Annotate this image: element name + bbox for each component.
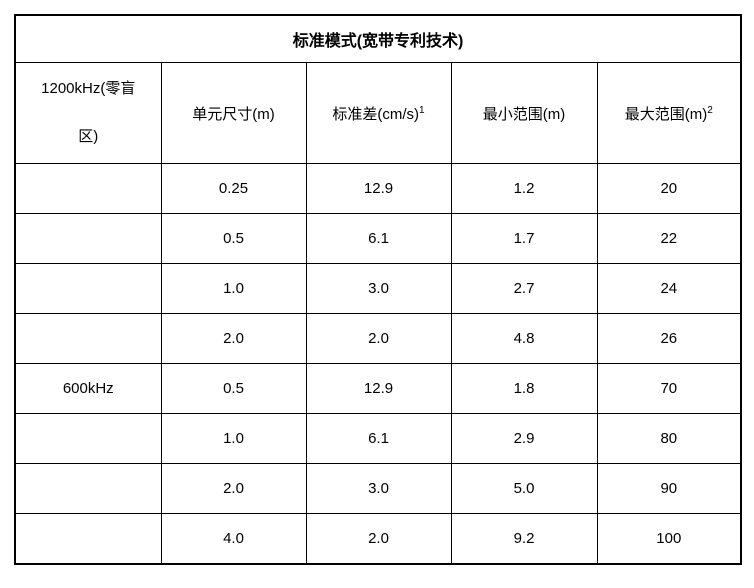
cell-size-value: 0.25 bbox=[160, 163, 307, 214]
max-range-value: 22 bbox=[596, 213, 742, 264]
min-range-value: 1.2 bbox=[450, 163, 598, 214]
cell-size-value: 1.0 bbox=[160, 413, 307, 464]
column-header-text: 标准差(cm/s) bbox=[332, 105, 420, 123]
row-label-cell bbox=[14, 513, 162, 565]
min-range-value: 9.2 bbox=[450, 513, 598, 565]
column-header-superscript: 1 bbox=[419, 104, 425, 116]
max-range-value: 90 bbox=[596, 463, 742, 514]
row-label-cell bbox=[14, 413, 162, 464]
min-range-value: 4.8 bbox=[450, 313, 598, 364]
row-label-cell bbox=[14, 163, 162, 214]
max-range-value: 26 bbox=[596, 313, 742, 364]
table-row: 2.0 3.0 5.0 90 bbox=[14, 463, 742, 514]
table-row: 600kHz 0.5 12.9 1.8 70 bbox=[14, 363, 742, 414]
min-range-value: 5.0 bbox=[450, 463, 598, 514]
cell-size-value: 2.0 bbox=[160, 313, 307, 364]
row-label-cell: 600kHz bbox=[14, 363, 162, 414]
cell-size-value: 2.0 bbox=[160, 463, 307, 514]
header-frequency-label-cell: 1200kHz(零盲 区) bbox=[14, 62, 162, 164]
std-dev-value: 3.0 bbox=[305, 463, 452, 514]
table-row: 0.25 12.9 1.2 20 bbox=[14, 163, 742, 214]
column-header-text: 最大范围(m) bbox=[624, 105, 708, 123]
std-dev-value: 6.1 bbox=[305, 213, 452, 264]
table-row: 0.5 6.1 1.7 22 bbox=[14, 213, 742, 264]
row-label-cell bbox=[14, 463, 162, 514]
std-dev-value: 12.9 bbox=[305, 363, 452, 414]
min-range-value: 1.8 bbox=[450, 363, 598, 414]
std-dev-value: 2.0 bbox=[305, 513, 452, 565]
cell-size-value: 0.5 bbox=[160, 213, 307, 264]
std-dev-value: 3.0 bbox=[305, 263, 452, 314]
column-header-std-dev: 标准差(cm/s)1 bbox=[305, 62, 452, 164]
max-range-value: 20 bbox=[596, 163, 742, 214]
row-label-cell bbox=[14, 313, 162, 364]
column-header-max-range: 最大范围(m)2 bbox=[596, 62, 742, 164]
table-row: 2.0 2.0 4.8 26 bbox=[14, 313, 742, 364]
column-header-min-range: 最小范围(m) bbox=[450, 62, 598, 164]
std-dev-value: 2.0 bbox=[305, 313, 452, 364]
min-range-value: 2.9 bbox=[450, 413, 598, 464]
spec-table: 标准模式(宽带专利技术) 1200kHz(零盲 区) 单元尺寸(m) 标准差(c… bbox=[14, 14, 743, 565]
column-header-cell-size: 单元尺寸(m) bbox=[160, 62, 307, 164]
table-row: 1.0 3.0 2.7 24 bbox=[14, 263, 742, 314]
table-row: 1.0 6.1 2.9 80 bbox=[14, 413, 742, 464]
std-dev-value: 6.1 bbox=[305, 413, 452, 464]
row-label-cell bbox=[14, 213, 162, 264]
max-range-value: 70 bbox=[596, 363, 742, 414]
table-row: 4.0 2.0 9.2 100 bbox=[14, 513, 742, 565]
column-header-text: 单元尺寸(m) bbox=[192, 105, 275, 123]
frequency-label-line1: 1200kHz(零盲 bbox=[41, 80, 136, 97]
table-title: 标准模式(宽带专利技术) bbox=[14, 14, 742, 63]
min-range-value: 2.7 bbox=[450, 263, 598, 314]
cell-size-value: 1.0 bbox=[160, 263, 307, 314]
std-dev-value: 12.9 bbox=[305, 163, 452, 214]
max-range-value: 100 bbox=[596, 513, 742, 565]
min-range-value: 1.7 bbox=[450, 213, 598, 264]
frequency-label-line2: 区) bbox=[78, 128, 99, 145]
title-row: 标准模式(宽带专利技术) bbox=[14, 14, 742, 63]
row-label-cell bbox=[14, 263, 162, 314]
max-range-value: 80 bbox=[596, 413, 742, 464]
header-row: 1200kHz(零盲 区) 单元尺寸(m) 标准差(cm/s)1 最小范围(m)… bbox=[14, 62, 742, 164]
column-header-superscript: 2 bbox=[707, 104, 713, 116]
column-header-text: 最小范围(m) bbox=[482, 105, 566, 123]
max-range-value: 24 bbox=[596, 263, 742, 314]
cell-size-value: 0.5 bbox=[160, 363, 307, 414]
cell-size-value: 4.0 bbox=[160, 513, 307, 565]
